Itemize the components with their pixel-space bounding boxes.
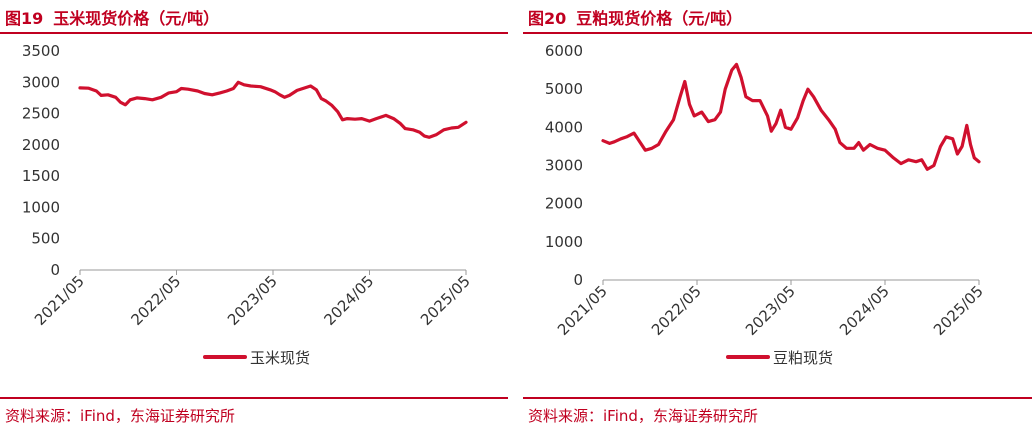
y-tick-label: 0 xyxy=(50,261,60,279)
title-divider xyxy=(0,32,508,34)
x-tick-label: 2023/05 xyxy=(224,272,281,329)
title-divider xyxy=(523,32,1032,34)
source-note: 资料来源：iFind，东海证券研究所 xyxy=(5,407,235,425)
x-tick-label: 2025/05 xyxy=(417,272,474,329)
y-tick-label: 2000 xyxy=(545,195,583,213)
legend-label: 豆粕现货 xyxy=(773,349,833,367)
figure-number: 图20 xyxy=(528,9,567,28)
y-tick-label: 3000 xyxy=(22,73,60,91)
x-tick-label: 2022/05 xyxy=(128,272,185,329)
y-tick-label: 500 xyxy=(31,230,60,248)
series-line xyxy=(601,62,981,171)
x-tick-label: 2021/05 xyxy=(554,282,611,339)
series-line xyxy=(78,80,468,139)
figure-19-panel: 图19 玉米现货价格（元/吨） 0 500 1000 1500 2000 2500 3000 3… xyxy=(0,0,508,432)
figure-title: 图20 豆粕现货价格（元/吨） xyxy=(528,5,742,29)
soymeal-price-chart: 0 1000 2000 3000 4000 5000 6000 2021/05 2022/05 2… xyxy=(545,42,987,367)
y-tick-label: 3500 xyxy=(22,42,60,60)
source-divider xyxy=(0,397,508,399)
source-note: 资料来源：iFind，东海证券研究所 xyxy=(528,407,758,425)
y-tick-label: 2000 xyxy=(22,136,60,154)
figure-number: 图19 xyxy=(5,9,44,28)
x-tick-label: 2025/05 xyxy=(930,282,987,339)
y-tick-label: 1500 xyxy=(22,167,60,185)
y-tick-label: 0 xyxy=(573,271,583,289)
figure-title-text: 豆粕现货价格（元/吨） xyxy=(576,9,743,28)
y-tick-label: 3000 xyxy=(545,157,583,175)
x-tick-label: 2023/05 xyxy=(742,282,799,339)
corn-price-chart: 0 500 1000 1500 2000 2500 3000 3500 2021/05 2022/… xyxy=(22,42,474,367)
y-tick-label: 1000 xyxy=(545,233,583,251)
figure-20-panel: 图20 豆粕现货价格（元/吨） 0 1000 2000 3000 4000 5000 6000… xyxy=(523,0,1032,432)
y-tick-label: 1000 xyxy=(22,198,60,216)
y-tick-label: 4000 xyxy=(545,118,583,136)
x-tick-label: 2024/05 xyxy=(836,282,893,339)
figure-title: 图19 玉米现货价格（元/吨） xyxy=(5,5,219,29)
y-tick-label: 6000 xyxy=(545,42,583,60)
x-tick-label: 2022/05 xyxy=(648,282,705,339)
source-divider xyxy=(523,397,1032,399)
y-tick-label: 2500 xyxy=(22,105,60,123)
figure-title-text: 玉米现货价格（元/吨） xyxy=(53,9,220,28)
x-tick-label: 2024/05 xyxy=(321,272,378,329)
legend-label: 玉米现货 xyxy=(250,349,310,367)
y-tick-label: 5000 xyxy=(545,80,583,98)
x-tick-label: 2021/05 xyxy=(31,272,88,329)
